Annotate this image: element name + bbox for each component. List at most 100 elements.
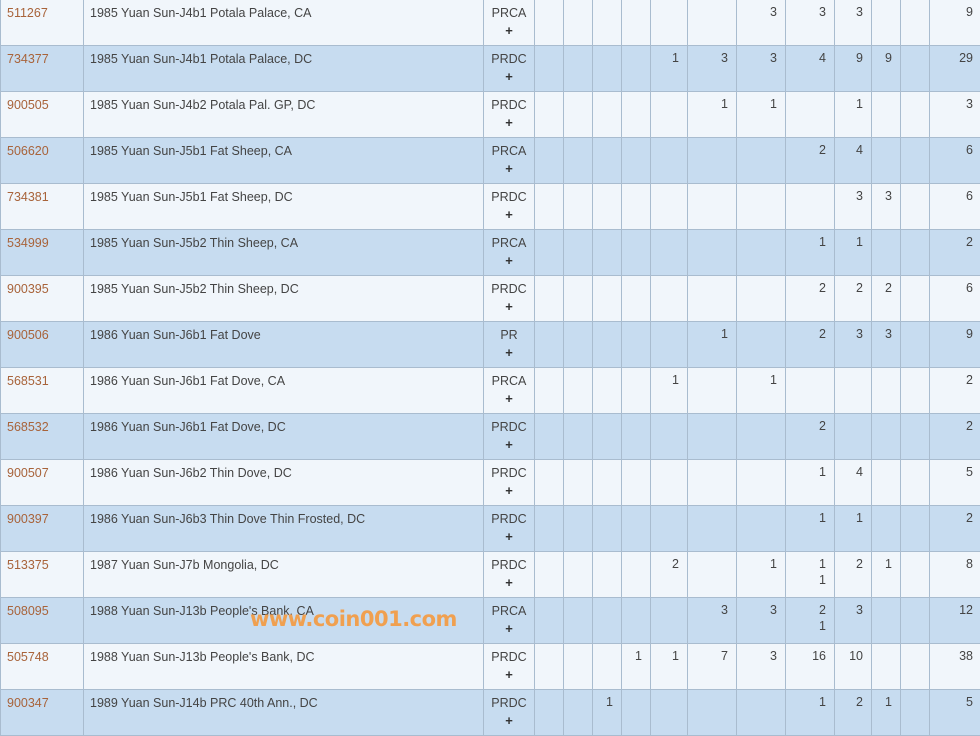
grade-count[interactable]: 1 xyxy=(872,694,892,710)
grade-count[interactable]: 1 xyxy=(651,50,679,66)
item-id-link[interactable]: 568531 xyxy=(7,374,49,388)
expand-plus-icon[interactable]: + xyxy=(484,298,534,316)
grade-count[interactable]: 16 xyxy=(786,648,826,664)
item-id-link[interactable]: 513375 xyxy=(7,558,49,572)
expand-plus-icon[interactable]: + xyxy=(484,390,534,408)
grade-count[interactable]: 3 xyxy=(835,326,863,342)
grade-count[interactable]: 2 xyxy=(835,280,863,296)
grade-count[interactable]: 2 xyxy=(786,326,826,342)
grade-count[interactable]: 2 xyxy=(835,556,863,572)
total-count: 5 xyxy=(930,464,973,480)
grade-count[interactable]: 1 xyxy=(786,464,826,480)
grade-count[interactable]: 3 xyxy=(872,326,892,342)
grade-count[interactable]: 1 xyxy=(688,96,728,112)
item-id-link[interactable]: 506620 xyxy=(7,144,49,158)
item-id-link[interactable]: 508095 xyxy=(7,604,49,618)
expand-plus-icon[interactable]: + xyxy=(484,252,534,270)
expand-plus-icon[interactable]: + xyxy=(484,712,534,730)
item-id-link[interactable]: 900395 xyxy=(7,282,49,296)
grade-count[interactable]: 3 xyxy=(872,188,892,204)
grade-count[interactable]: 1 xyxy=(786,694,826,710)
expand-plus-icon[interactable]: + xyxy=(484,206,534,224)
grade-count[interactable]: 1 xyxy=(688,326,728,342)
expand-plus-icon[interactable]: + xyxy=(484,482,534,500)
grade-count[interactable]: 2 xyxy=(872,280,892,296)
grade-count[interactable]: 1 xyxy=(786,510,826,526)
total-cell: 6 xyxy=(930,276,980,322)
expand-plus-icon[interactable]: + xyxy=(484,574,534,592)
item-id-link[interactable]: 900347 xyxy=(7,696,49,710)
total-count: 9 xyxy=(930,326,973,342)
grade-count[interactable]: 1 xyxy=(737,556,777,572)
item-id-link[interactable]: 734381 xyxy=(7,190,49,204)
grade-count[interactable]: 4 xyxy=(786,50,826,66)
item-id-link[interactable]: 900506 xyxy=(7,328,49,342)
grade-count-cell: 1 xyxy=(651,644,688,690)
grade-count[interactable]: 3 xyxy=(835,602,863,618)
expand-plus-icon[interactable]: + xyxy=(484,666,534,684)
grade-count[interactable]: 3 xyxy=(737,602,777,618)
grade-count[interactable]: 3 xyxy=(688,602,728,618)
grade-count[interactable]: 1 xyxy=(622,648,642,664)
grade-count[interactable]: 4 xyxy=(835,464,863,480)
grade-count[interactable]: 4 xyxy=(835,142,863,158)
grade-count[interactable]: 3 xyxy=(835,188,863,204)
grade-count[interactable]: 2 xyxy=(651,556,679,572)
grade-count[interactable]: 1 xyxy=(872,556,892,572)
designation-cell: PRCA+ xyxy=(484,368,535,414)
item-id-link[interactable]: 568532 xyxy=(7,420,49,434)
grade-count[interactable]: 1 xyxy=(651,648,679,664)
expand-plus-icon[interactable]: + xyxy=(484,160,534,178)
expand-plus-icon[interactable]: + xyxy=(484,22,534,40)
item-id-link[interactable]: 900507 xyxy=(7,466,49,480)
expand-plus-icon[interactable]: + xyxy=(484,68,534,86)
grade-count[interactable]: 2 xyxy=(835,694,863,710)
grade-count[interactable]: 9 xyxy=(835,50,863,66)
expand-plus-icon[interactable]: + xyxy=(484,436,534,454)
grade-count[interactable]: 1 xyxy=(835,510,863,526)
grade-count-cell xyxy=(651,0,688,46)
grade-count[interactable]: 1 xyxy=(786,234,826,250)
expand-plus-icon[interactable]: + xyxy=(484,114,534,132)
grade-count-cell xyxy=(901,368,930,414)
grade-count-cell: 1 xyxy=(651,46,688,92)
grade-count-cell xyxy=(688,552,737,598)
item-id-link[interactable]: 900505 xyxy=(7,98,49,112)
grade-count[interactable]: 2 xyxy=(786,418,826,434)
grade-count[interactable]: 1 xyxy=(786,572,826,588)
grade-count[interactable]: 1 xyxy=(786,618,826,634)
grade-count[interactable]: 9 xyxy=(872,50,892,66)
grade-count[interactable]: 3 xyxy=(835,4,863,20)
grade-count[interactable]: 1 xyxy=(835,234,863,250)
item-id-link[interactable]: 534999 xyxy=(7,236,49,250)
grade-count[interactable]: 1 xyxy=(835,96,863,112)
grade-count[interactable]: 3 xyxy=(688,50,728,66)
grade-count[interactable]: 2 xyxy=(786,280,826,296)
item-id-link[interactable]: 505748 xyxy=(7,650,49,664)
grade-count[interactable]: 2 xyxy=(786,602,826,618)
grade-count[interactable]: 1 xyxy=(593,694,613,710)
grade-count[interactable]: 1 xyxy=(651,372,679,388)
grade-count[interactable]: 3 xyxy=(737,648,777,664)
grade-count[interactable]: 3 xyxy=(737,50,777,66)
grade-count[interactable]: 1 xyxy=(737,372,777,388)
grade-count[interactable]: 2 xyxy=(786,142,826,158)
grade-count-cell xyxy=(688,460,737,506)
grade-count[interactable]: 10 xyxy=(835,648,863,664)
grade-count[interactable]: 1 xyxy=(786,556,826,572)
description-cell: 1986 Yuan Sun-J6b1 Fat Dove, DC xyxy=(84,414,484,460)
grade-count[interactable]: 3 xyxy=(737,4,777,20)
grade-count-cell xyxy=(737,184,786,230)
item-id-link[interactable]: 511267 xyxy=(7,6,48,20)
expand-plus-icon[interactable]: + xyxy=(484,620,534,638)
total-count: 9 xyxy=(930,4,973,20)
grade-count[interactable]: 3 xyxy=(786,4,826,20)
grade-count-cell xyxy=(737,460,786,506)
expand-plus-icon[interactable]: + xyxy=(484,344,534,362)
grade-count[interactable]: 7 xyxy=(688,648,728,664)
expand-plus-icon[interactable]: + xyxy=(484,528,534,546)
grade-count[interactable]: 1 xyxy=(737,96,777,112)
item-id-link[interactable]: 900397 xyxy=(7,512,49,526)
item-id-link[interactable]: 734377 xyxy=(7,52,49,66)
